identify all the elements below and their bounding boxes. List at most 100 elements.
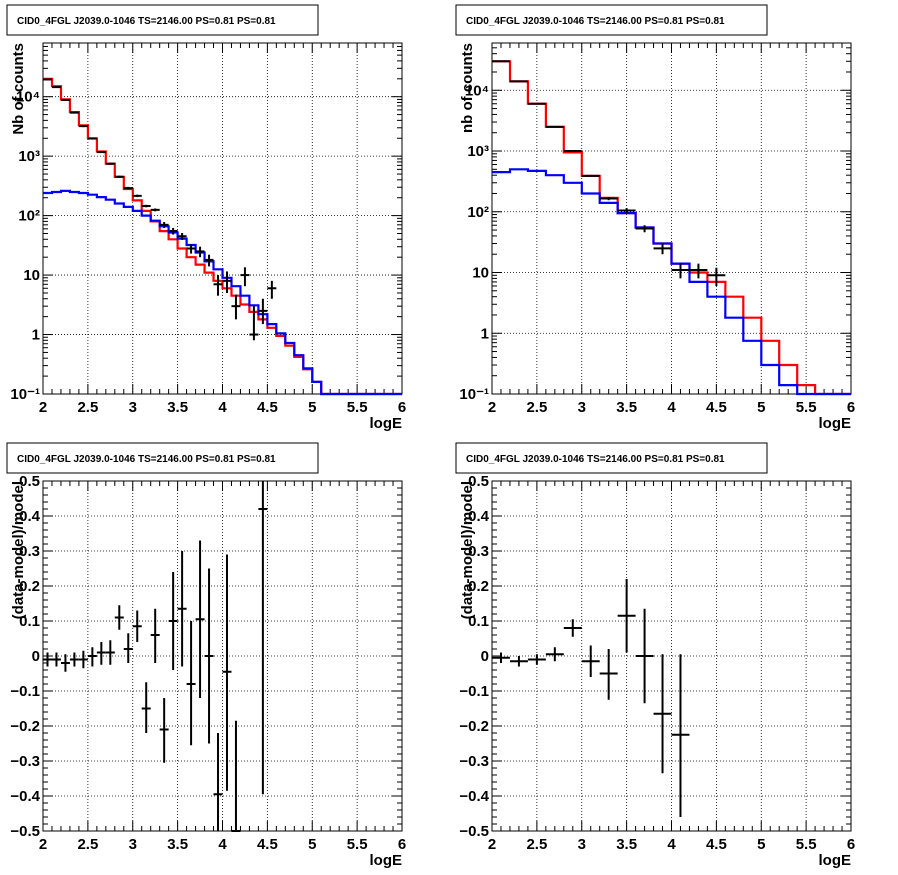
data-point <box>69 111 79 114</box>
y-tick-label: 0.1 <box>19 613 40 630</box>
y-tick-label: −0.4 <box>10 788 40 805</box>
x-tick-label: 3 <box>129 836 137 853</box>
data-point <box>177 551 187 667</box>
chart-title: CID0_4FGL J2039.0-1046 TS=2146.00 PS=0.8… <box>17 16 276 27</box>
y-tick-label: 10⁻¹ <box>10 386 40 403</box>
data-point <box>563 150 582 153</box>
y-tick-label: 0.5 <box>468 473 489 490</box>
x-tick-label: 6 <box>398 399 406 416</box>
title-box <box>6 442 319 474</box>
data-point <box>186 621 196 746</box>
series-line-1 <box>43 189 402 396</box>
data-point <box>177 233 187 240</box>
x-tick-label: 4 <box>218 399 227 416</box>
data-point <box>60 98 70 101</box>
y-tick-label: −0.1 <box>459 683 489 700</box>
data-point <box>213 733 223 831</box>
series-line-1 <box>492 168 851 396</box>
x-tick-label: 5.5 <box>796 836 817 853</box>
plot-panel-bottom-right: CID0_4FGL J2039.0-1046 TS=2146.00 PS=0.8… <box>455 442 855 869</box>
plot-panel-top-right: CID0_4FGL J2039.0-1046 TS=2146.00 PS=0.8… <box>455 4 855 432</box>
chart-title: CID0_4FGL J2039.0-1046 TS=2146.00 PS=0.8… <box>466 16 725 27</box>
data-point <box>509 656 528 667</box>
y-axis-label: Nb of counts <box>10 43 27 135</box>
x-tick-label: 2.5 <box>77 836 98 853</box>
x-tick-label: 4.5 <box>706 836 727 853</box>
data-point <box>150 208 160 212</box>
x-tick-label: 6 <box>847 399 855 416</box>
x-tick-label: 2 <box>488 836 496 853</box>
x-tick-label: 3.5 <box>616 399 637 416</box>
data-point <box>150 608 160 663</box>
data-point <box>635 608 654 704</box>
x-tick-label: 3.5 <box>167 836 188 853</box>
x-tick-label: 5 <box>757 399 765 416</box>
data-point <box>96 642 106 665</box>
x-tick-label: 4.5 <box>257 836 278 853</box>
x-tick-label: 3.5 <box>616 836 637 853</box>
data-point <box>581 645 600 677</box>
x-tick-label: 4 <box>667 836 676 853</box>
data-point <box>195 540 205 698</box>
data-point <box>563 619 582 637</box>
y-tick-label: 10⁴ <box>465 82 489 99</box>
x-tick-label: 2 <box>488 399 496 416</box>
data-point <box>141 682 151 733</box>
data-point <box>132 194 142 198</box>
data-point <box>159 222 169 228</box>
x-axis-label: logE <box>819 415 852 432</box>
x-tick-label: 4.5 <box>257 399 278 416</box>
x-tick-label: 5 <box>757 836 765 853</box>
data-point <box>249 306 259 341</box>
x-tick-label: 2.5 <box>526 836 547 853</box>
data-point <box>231 720 241 832</box>
data-point <box>689 263 708 279</box>
x-tick-label: 2.5 <box>526 399 547 416</box>
data-point <box>509 80 528 83</box>
data-point <box>168 572 178 670</box>
y-tick-label: 0 <box>32 648 40 665</box>
x-tick-label: 3 <box>578 836 586 853</box>
data-point <box>78 125 88 128</box>
y-tick-label: 0.3 <box>19 543 40 560</box>
y-tick-label: 0.3 <box>468 543 489 560</box>
y-tick-label: 0 <box>481 648 489 665</box>
data-point <box>114 605 124 630</box>
data-point <box>87 647 97 667</box>
data-point <box>87 137 97 140</box>
data-point <box>51 652 61 667</box>
data-point <box>527 654 546 665</box>
y-axis-label: nb of counts <box>459 43 476 133</box>
x-tick-label: 5 <box>308 399 316 416</box>
plot-panel-top-left: CID0_4FGL J2039.0-1046 TS=2146.00 PS=0.8… <box>6 4 406 432</box>
y-tick-label: 10² <box>467 204 489 221</box>
x-tick-label: 3 <box>129 399 137 416</box>
y-tick-label: −0.3 <box>459 753 489 770</box>
x-tick-label: 5.5 <box>347 836 368 853</box>
data-point <box>653 654 672 774</box>
data-point <box>96 151 106 154</box>
data-point <box>545 125 564 128</box>
data-point <box>204 254 214 267</box>
y-tick-label: 10⁴ <box>16 89 40 106</box>
y-axis-label: (data-model)/model <box>10 481 27 619</box>
x-tick-label: 3 <box>578 399 586 416</box>
x-tick-label: 5 <box>308 836 316 853</box>
y-tick-label: 0.4 <box>19 508 41 525</box>
x-axis-label: logE <box>370 852 403 869</box>
x-tick-label: 6 <box>398 836 406 853</box>
data-point <box>635 225 654 233</box>
y-tick-label: −0.4 <box>459 788 489 805</box>
y-tick-label: −0.3 <box>10 753 40 770</box>
data-point <box>69 652 79 667</box>
data-point <box>123 633 133 663</box>
x-tick-label: 2.5 <box>77 399 98 416</box>
data-point <box>78 650 88 669</box>
title-box <box>455 4 768 36</box>
data-point <box>204 568 214 744</box>
y-tick-label: 10 <box>472 265 489 282</box>
x-tick-label: 4.5 <box>706 399 727 416</box>
x-tick-label: 5.5 <box>796 399 817 416</box>
x-tick-label: 3.5 <box>167 399 188 416</box>
